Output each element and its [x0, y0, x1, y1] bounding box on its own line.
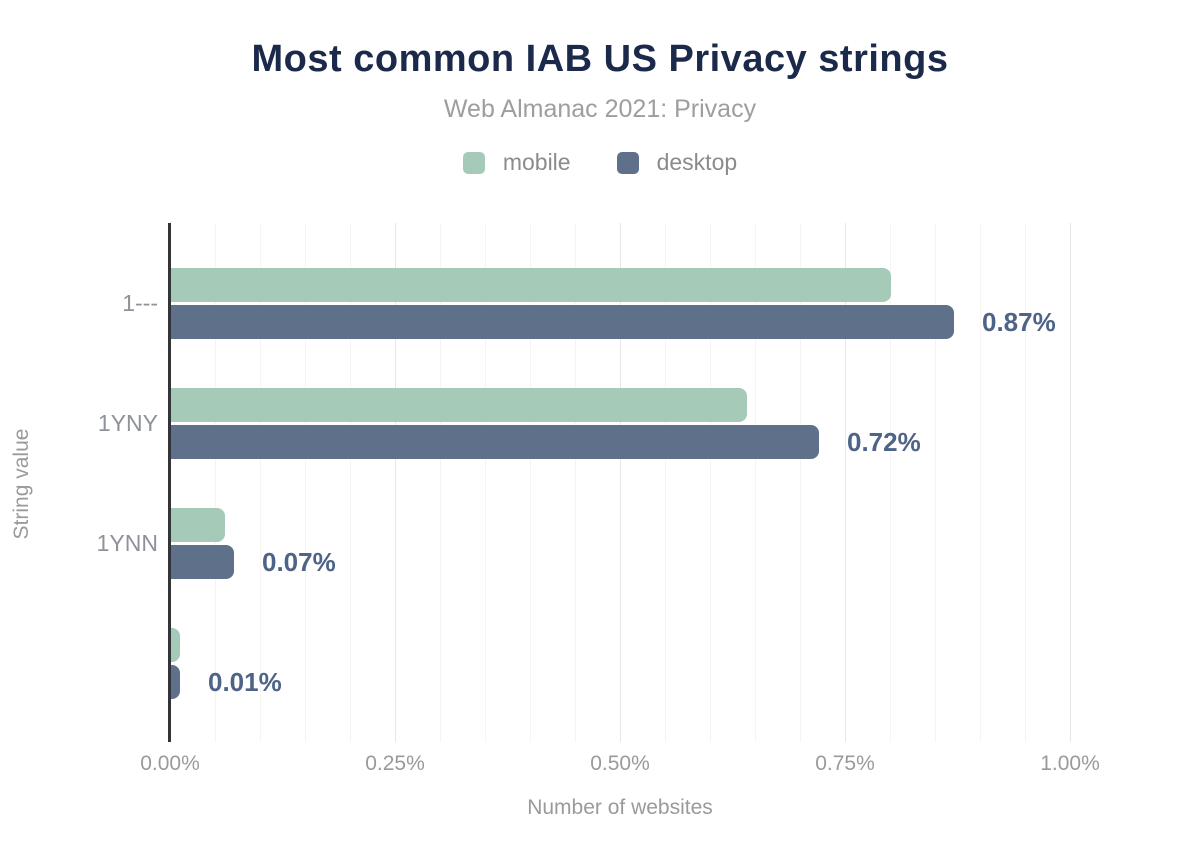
chart-subtitle: Web Almanac 2021: Privacy: [443, 95, 757, 123]
legend-label-desktop: desktop: [656, 149, 738, 175]
value-label: 0.72%: [847, 426, 921, 457]
bar-mobile: [171, 628, 180, 662]
bar-mobile: [171, 388, 747, 422]
bar-mobile: [171, 268, 891, 302]
gridline-minor: [665, 223, 666, 742]
gridline-minor: [260, 223, 261, 742]
chart-title: Most common IAB US Privacy strings: [251, 38, 949, 80]
value-label: 0.07%: [262, 546, 336, 577]
bar-desktop: [171, 665, 180, 699]
bar-desktop: [171, 425, 819, 459]
gridline-minor: [575, 223, 576, 742]
category-label: 1---: [122, 290, 158, 316]
gridline-minor: [350, 223, 351, 742]
x-tick-label: 0.00%: [140, 752, 200, 775]
x-tick-label: 1.00%: [1040, 752, 1100, 775]
gridline-minor: [485, 223, 486, 742]
legend-item-desktop: desktop: [616, 149, 738, 176]
gridline-major: [395, 223, 396, 742]
y-axis-title: String value: [10, 428, 33, 540]
gridline-minor: [890, 223, 891, 742]
mobile-swatch-icon: [462, 151, 485, 174]
y-axis-line: [168, 223, 171, 742]
gridline-major: [845, 223, 846, 742]
bar-mobile: [171, 508, 225, 542]
bar-desktop: [171, 305, 954, 339]
gridline-minor: [935, 223, 936, 742]
category-label: 1YNN: [96, 530, 158, 556]
x-tick-label: 0.50%: [590, 752, 650, 775]
legend-item-mobile: mobile: [462, 149, 571, 176]
x-tick-label: 0.75%: [815, 752, 875, 775]
x-axis-title: Number of websites: [527, 796, 713, 819]
gridline-minor: [530, 223, 531, 742]
desktop-swatch-icon: [616, 151, 639, 174]
x-tick-label: 0.25%: [365, 752, 425, 775]
value-label: 0.01%: [208, 666, 282, 697]
legend-label-mobile: mobile: [502, 149, 571, 175]
gridline-minor: [800, 223, 801, 742]
gridline-minor: [215, 223, 216, 742]
gridline-minor: [1025, 223, 1026, 742]
gridline-minor: [305, 223, 306, 742]
gridline-minor: [440, 223, 441, 742]
gridline-minor: [710, 223, 711, 742]
category-label: 1YNY: [97, 410, 158, 436]
value-label: 0.87%: [982, 306, 1056, 337]
gridline-minor: [755, 223, 756, 742]
gridline-minor: [980, 223, 981, 742]
legend: mobile desktop: [0, 149, 1200, 176]
bar-desktop: [171, 545, 234, 579]
gridline-major: [1070, 223, 1071, 742]
gridline-major: [620, 223, 621, 742]
